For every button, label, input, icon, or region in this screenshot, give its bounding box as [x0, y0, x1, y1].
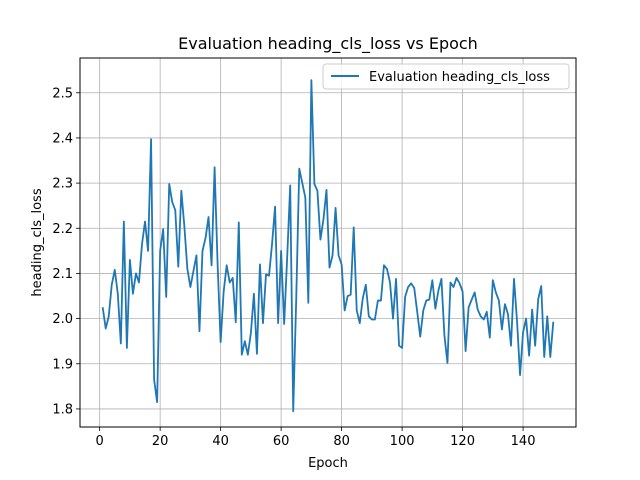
chart-title: Evaluation heading_cls_loss vs Epoch [178, 34, 478, 54]
y-tick-label: 1.9 [52, 357, 73, 372]
plot-area [101, 79, 555, 413]
x-tick-label: 60 [273, 434, 290, 449]
grid [80, 58, 576, 427]
y-tick-label: 2.1 [52, 267, 73, 282]
legend-label: Evaluation heading_cls_loss [369, 70, 550, 85]
x-tick-label: 40 [212, 434, 229, 449]
x-axis-label: Epoch [308, 456, 348, 471]
y-tick-label: 2.4 [52, 131, 73, 146]
x-tick-label: 0 [96, 434, 104, 449]
series-line [101, 79, 555, 413]
x-tick-label: 80 [333, 434, 350, 449]
y-tick-label: 2.3 [52, 177, 73, 192]
y-tick-label: 1.8 [52, 402, 73, 417]
x-tick-label: 20 [152, 434, 169, 449]
axes-frame [79, 57, 577, 428]
y-axis-label: heading_cls_loss [30, 188, 45, 296]
y-tick-label: 2.0 [52, 312, 73, 327]
x-tick-label: 100 [390, 434, 415, 449]
legend: Evaluation heading_cls_loss [322, 63, 570, 90]
y-tick-label: 2.2 [52, 222, 73, 237]
axis-ticks: 0 20 40 60 80 100 120 140 1.8 1.9 2.0 2.1 2.2 2.3 2.4 2… [52, 86, 535, 449]
x-tick-label: 120 [450, 434, 475, 449]
x-tick-label: 140 [511, 434, 536, 449]
y-tick-label: 2.5 [52, 86, 73, 101]
legend-box [322, 63, 570, 90]
